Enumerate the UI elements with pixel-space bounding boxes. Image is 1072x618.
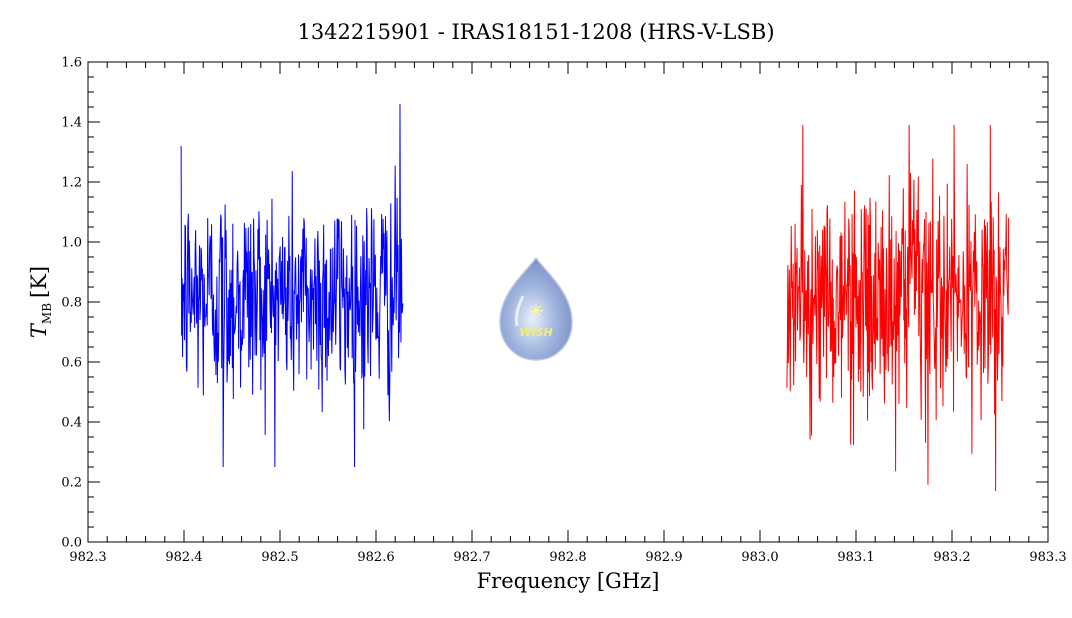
series-line-2 <box>786 124 1010 492</box>
svg-text:TMB[K]: TMB [K] <box>27 266 54 338</box>
y-tick-label: 0.2 <box>61 476 82 491</box>
axis-ticks <box>87 61 1049 543</box>
wish-logo: ✳ WISH <box>499 256 573 361</box>
x-tick-label: 982.9 <box>645 550 682 565</box>
y-tick-label: 1.6 <box>61 56 82 71</box>
x-tick-label: 982.3 <box>69 550 106 565</box>
y-axis-title-unit: [K] <box>27 266 51 298</box>
x-tick-label: 982.8 <box>549 550 586 565</box>
x-tick-label: 983.1 <box>837 550 874 565</box>
y-axis-title-main: T <box>27 322 51 338</box>
x-tick-labels: 982.3 982.4 982.5 982.6 982.7 982.8 982.9 983.0… <box>69 550 1066 565</box>
wish-star-icon: ✳ <box>528 299 545 323</box>
y-tick-label: 1.2 <box>61 176 82 191</box>
y-axis-title-sub: MB <box>40 303 54 324</box>
x-tick-label: 982.7 <box>453 550 490 565</box>
y-tick-label: 0.4 <box>61 416 82 431</box>
y-tick-label: 1.4 <box>61 116 82 131</box>
x-tick-label: 983.0 <box>741 550 778 565</box>
x-tick-label: 983.3 <box>1029 550 1066 565</box>
y-axis-title: TMB [K] <box>27 266 54 338</box>
y-tick-label: 0.0 <box>61 536 82 551</box>
x-tick-label: 982.4 <box>165 550 202 565</box>
y-tick-labels: 0.0 0.2 0.4 0.6 0.8 1.0 1.2 1.4 1.6 <box>61 56 82 551</box>
series-line-1 <box>180 103 404 468</box>
x-tick-label: 982.5 <box>261 550 298 565</box>
y-tick-label: 1.0 <box>61 236 82 251</box>
x-axis-title: Frequency [GHz] <box>477 569 660 593</box>
y-tick-label: 0.8 <box>61 296 82 311</box>
wish-logo-text: WISH <box>519 326 552 339</box>
y-tick-label: 0.6 <box>61 356 82 371</box>
x-tick-label: 983.2 <box>933 550 970 565</box>
series-group <box>180 103 1010 492</box>
x-tick-label: 982.6 <box>357 550 394 565</box>
chart-title: 1342215901 - IRAS18151-1208 (HRS-V-LSB) <box>297 20 774 44</box>
